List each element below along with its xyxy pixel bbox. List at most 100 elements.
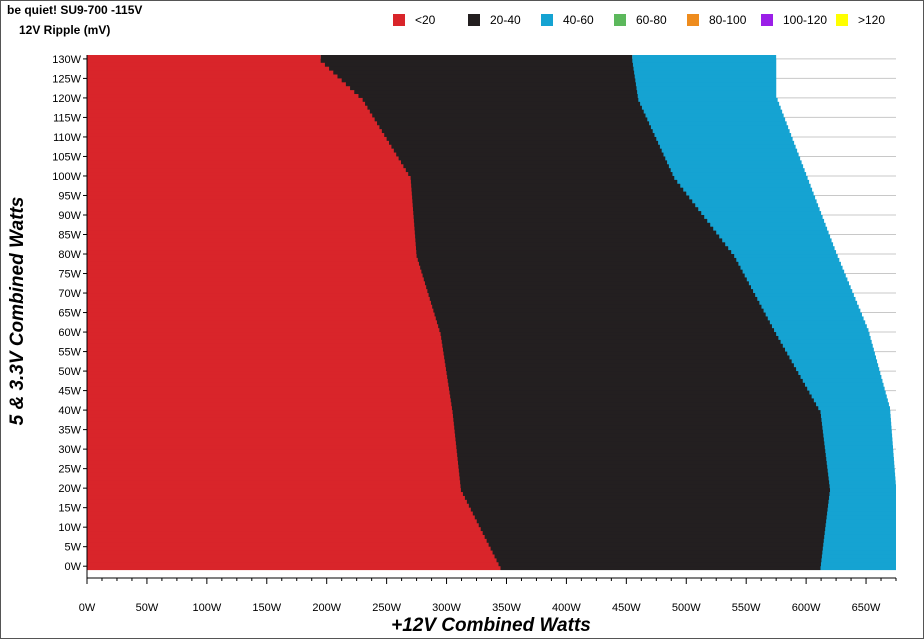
cell-40-60 [829,488,896,496]
cell-below20 [87,78,346,87]
y-tick-label: 90W [58,210,81,222]
y-tick-label: 15W [58,503,81,515]
y-tick-label: 50W [58,366,81,378]
y-tick-label: 125W [52,73,81,85]
cell-20-40 [345,78,636,87]
cell-below20 [87,488,463,496]
y-tick-label: 110W [53,132,82,144]
x-tick-label: 500W [672,602,701,614]
cell-40-60 [821,550,896,559]
x-tick-label: 350W [492,602,521,614]
legend-swatch [761,14,773,26]
cell-20-40 [488,538,824,547]
cell-below20 [87,97,366,106]
cell-40-60 [789,351,875,360]
cell-40-60 [750,281,850,290]
legend-label: <20 [415,13,436,27]
legend-swatch [614,14,626,26]
cell-20-40 [457,453,827,461]
y-tick-label: 5W [65,542,82,554]
y-tick-label: 10W [58,522,81,534]
cell-below20 [87,281,427,290]
cell-below20 [87,523,481,532]
y-tick-label: 130W [52,54,81,66]
legend-label: 60-80 [636,13,667,27]
cell-below20 [87,453,458,461]
x-tick-label: 650W [852,602,881,614]
cell-below20 [87,187,412,196]
cell-below20 [87,152,399,161]
x-tick-label: 400W [552,602,581,614]
cell-below20 [87,550,495,559]
cell-below20 [87,62,330,71]
cell-below20 [87,250,417,258]
cell-40-60 [725,238,832,247]
legend-swatch [393,14,405,26]
cell-below20 [87,238,416,247]
legend-label: 20-40 [490,13,521,27]
legend-swatch [836,14,848,26]
y-tick-label: 120W [52,93,81,105]
y-tick-label: 115W [53,112,82,124]
x-tick-label: 100W [192,602,221,614]
cell-20-40 [414,222,714,231]
y-tick-label: 85W [58,230,81,242]
cell-20-40 [320,55,633,63]
cell-40-60 [823,538,896,547]
x-tick-label: 550W [732,602,761,614]
y-tick-label: 80W [58,249,81,261]
legend-swatch [468,14,480,26]
cell-below20 [87,55,321,63]
cell-20-40 [365,97,641,106]
cell-40-60 [734,250,837,258]
y-tick-label: 20W [58,483,81,495]
y-tick-label: 45W [58,386,81,398]
cell-40-60 [698,203,819,212]
chart-subtitle: 12V Ripple (mV) [19,23,111,37]
y-tick-label: 95W [58,190,81,202]
cell-below20 [87,351,445,360]
legend-label: >120 [858,13,886,27]
cell-20-40 [454,421,823,430]
y-tick-label: 65W [58,308,81,320]
cell-below20 [87,133,387,141]
cell-40-60 [647,113,784,122]
cell-below20 [87,113,375,122]
y-tick-label: 30W [58,444,81,456]
y-tick-label: 75W [58,269,81,281]
cell-40-60 [822,421,892,430]
cell-20-40 [415,238,726,247]
cell-20-40 [329,62,634,71]
cell-40-60 [672,168,805,176]
cell-20-40 [426,281,751,290]
cell-40-60 [640,97,778,106]
cell-40-60 [632,55,777,63]
x-tick-label: 50W [136,602,159,614]
cell-20-40 [444,351,790,360]
cell-40-60 [825,523,896,532]
cell-20-40 [411,187,687,196]
cell-20-40 [480,523,826,532]
cell-40-60 [826,453,894,461]
x-tick-label: 150W [252,602,281,614]
cell-40-60 [769,316,864,325]
cell-below20 [87,386,450,395]
x-tick-label: 0W [79,602,96,614]
cell-below20 [87,222,415,231]
legend-label: 80-100 [709,13,747,27]
cell-20-40 [494,550,822,559]
cell-20-40 [386,133,657,141]
chart-title: be quiet! SU9-700 -115V [7,3,143,17]
x-axis-label: +12V Combined Watts [391,615,591,636]
legend-label: 40-60 [563,13,594,27]
y-tick-label: 100W [52,171,81,183]
x-tick-label: 300W [432,602,461,614]
y-tick-label: 35W [58,425,81,437]
cell-40-60 [635,78,777,87]
legend-swatch [541,14,553,26]
y-tick-label: 105W [52,151,81,163]
cell-40-60 [656,133,792,141]
cell-40-60 [633,62,777,71]
cell-40-60 [665,152,799,161]
